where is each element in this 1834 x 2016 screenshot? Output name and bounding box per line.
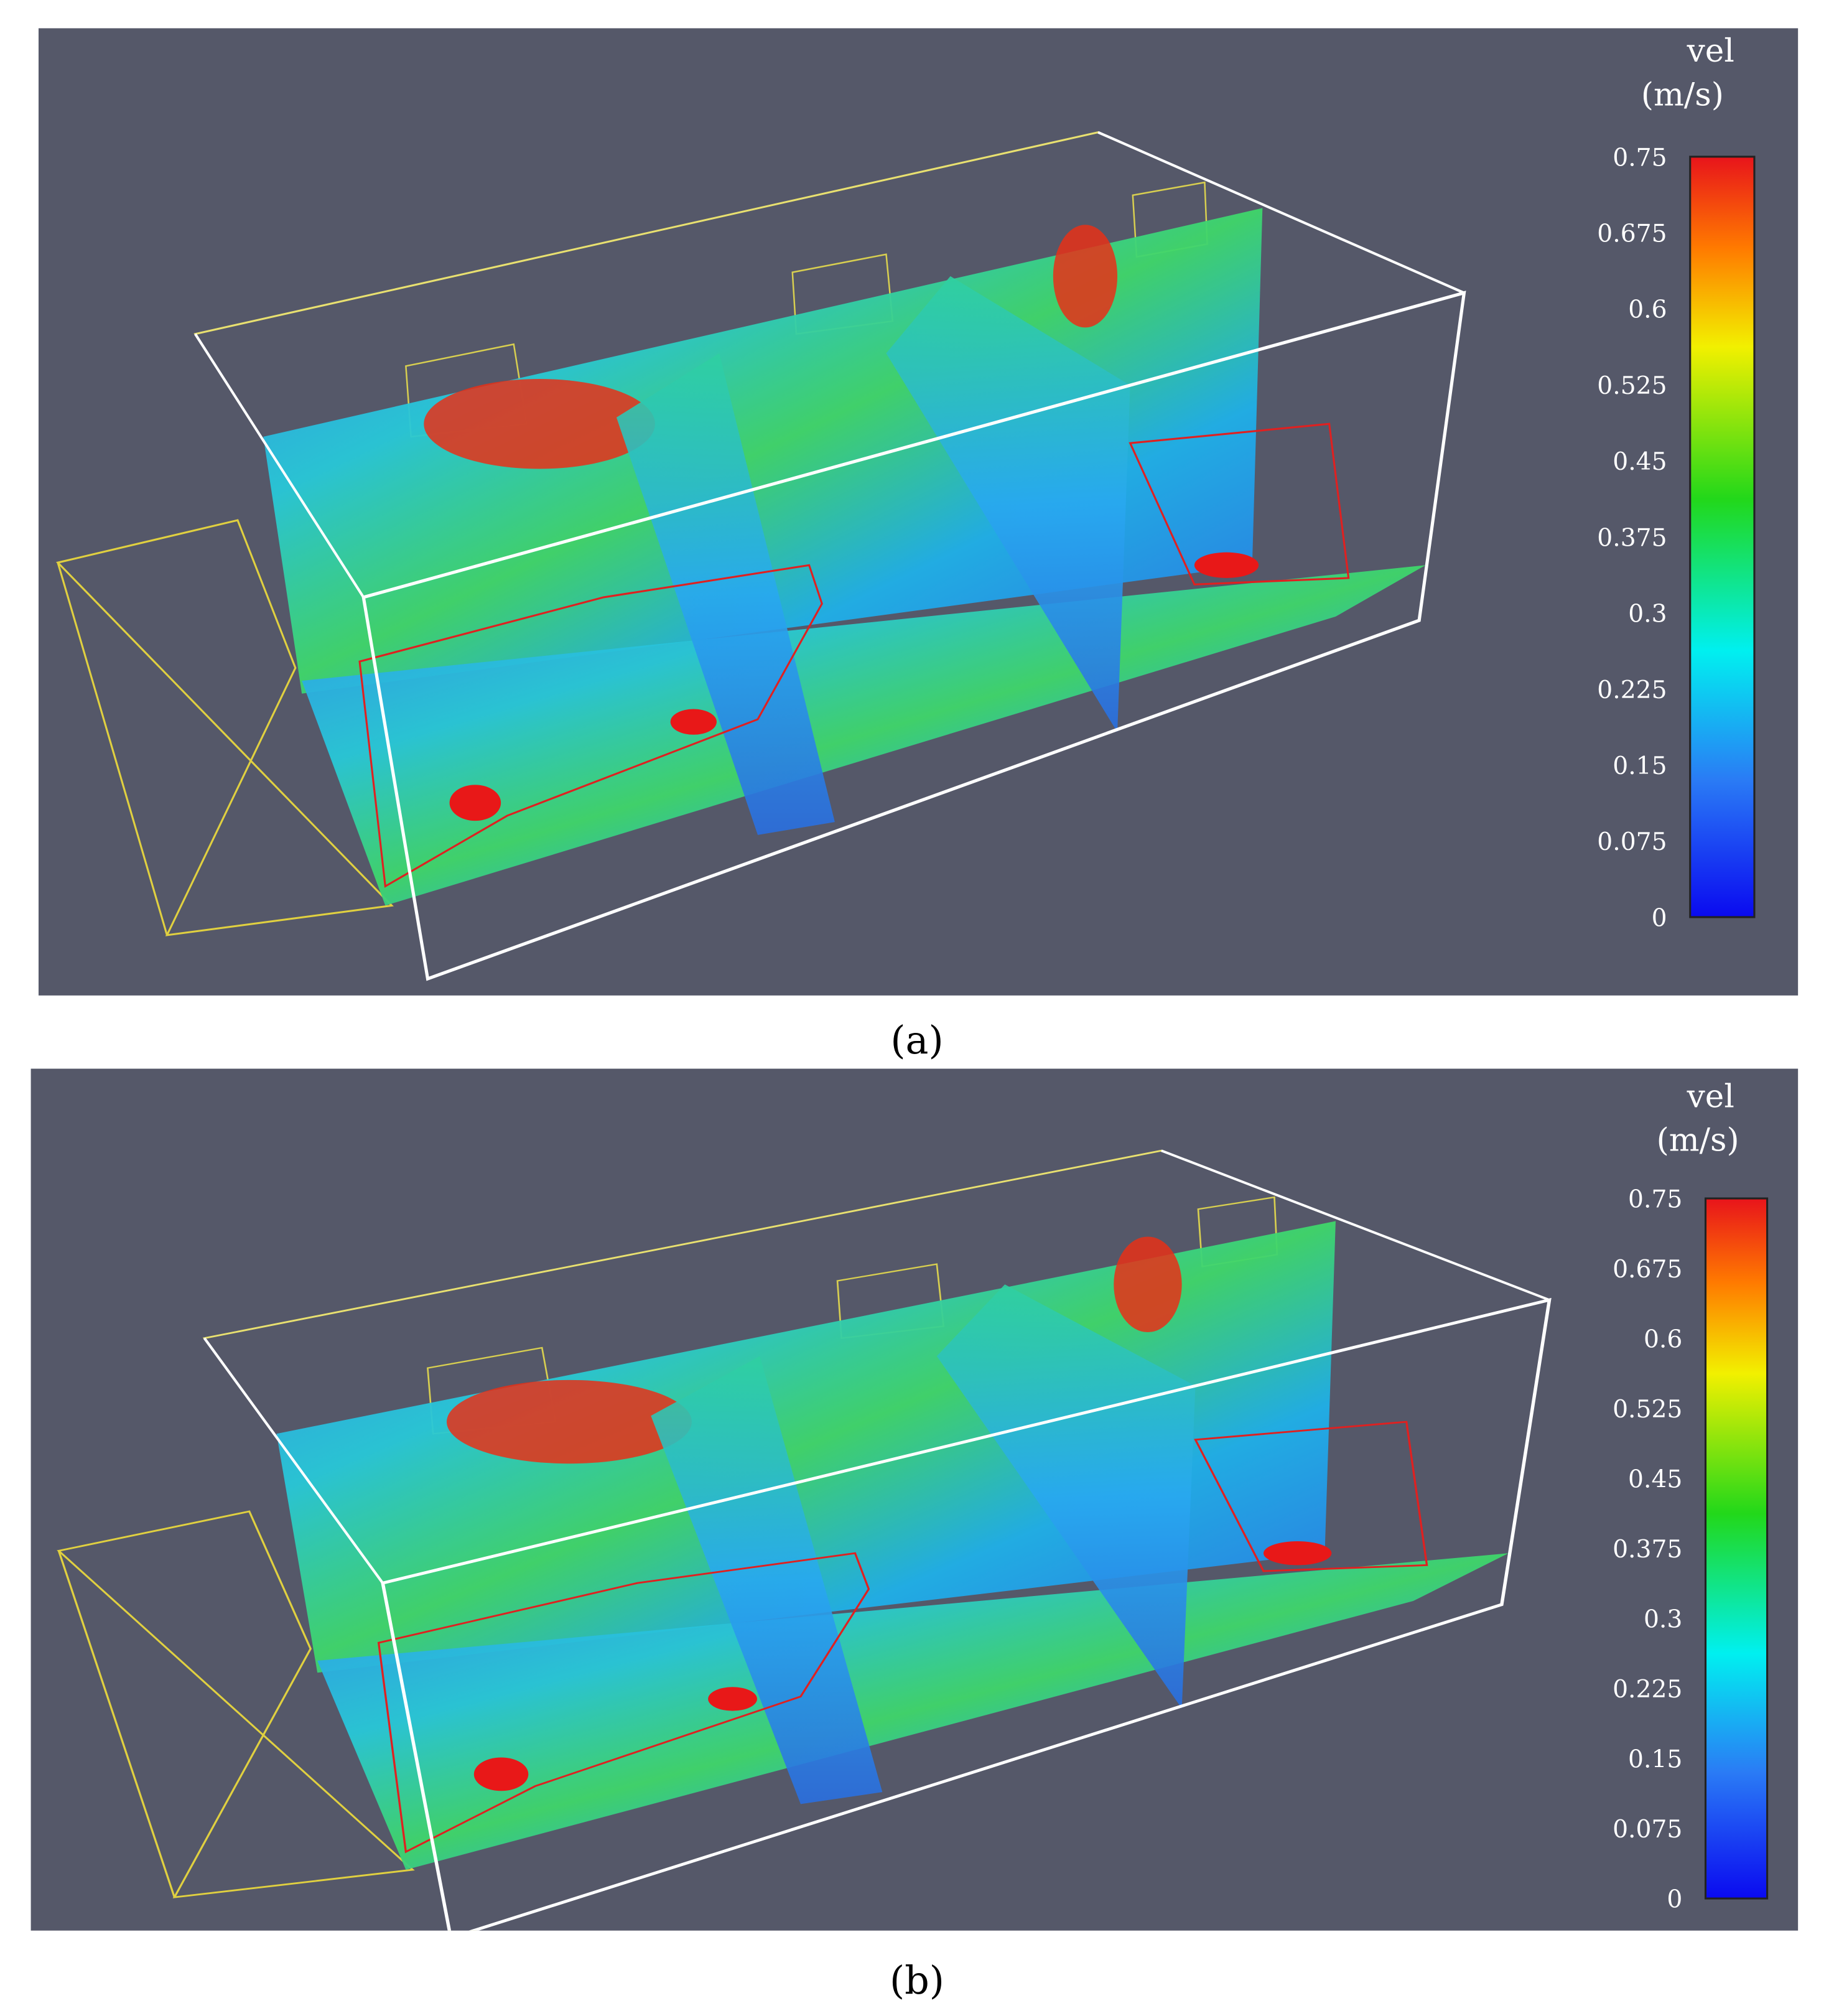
colorbar: [1704, 1197, 1769, 1900]
colorbar-tick-label: 0: [1652, 904, 1667, 932]
colorbar-tick-label: 0.3: [1628, 600, 1667, 628]
outline: [57, 1550, 175, 1898]
colorbar-tick-label: 0.675: [1597, 220, 1667, 248]
colorbar-tick-label: 0.525: [1597, 372, 1667, 400]
colorbar-tick-label: 0.45: [1628, 1466, 1682, 1494]
cross-slice: [616, 353, 835, 835]
scene: [57, 1149, 1552, 1931]
colorbar-tick-label: 0.675: [1613, 1256, 1682, 1284]
high-zone: [424, 378, 655, 469]
cross-slice: [886, 276, 1130, 732]
caption: (b): [890, 1958, 944, 2003]
floor-slice: [317, 1553, 1509, 1870]
box-front: [361, 291, 1466, 981]
box-edge: [1097, 131, 1465, 294]
colorbar-title: vel: [1687, 32, 1734, 70]
colorbar-unit: (m/s): [1657, 1122, 1739, 1159]
frame: [358, 564, 823, 888]
high-zone: [449, 785, 501, 821]
panel: vel (m/s) 0.75 0.675 0.6 0.525 0.45 0.375 0.3 0.2…: [30, 1068, 1799, 1931]
colorbar-tick-label: 0.375: [1613, 1536, 1682, 1564]
scene-clip: [55, 131, 1466, 981]
colorbar-tick-label: 0.75: [1628, 1185, 1682, 1213]
high-zone: [1053, 225, 1118, 328]
high-zone: [1263, 1541, 1332, 1566]
cross-slice: [936, 1284, 1196, 1709]
caption: (a): [890, 1018, 943, 1063]
colorbar-tick-label: 0.45: [1613, 448, 1667, 476]
box-edge: [203, 1337, 384, 1584]
frame: [1129, 422, 1350, 586]
frame: [1194, 1421, 1428, 1572]
cross-slice: [651, 1356, 883, 1804]
floor-slice: [302, 565, 1426, 906]
colorbar-tick-label: 0.75: [1613, 144, 1667, 172]
colorbar-tick-label: 0.6: [1628, 296, 1667, 324]
outline: [55, 519, 394, 936]
frame: [377, 1552, 870, 1854]
colorbar-tick-label: 0: [1667, 1886, 1682, 1914]
outline: [57, 1510, 415, 1898]
colorbar-unit: (m/s): [1641, 76, 1724, 113]
high-zone: [708, 1687, 757, 1711]
colorbar-tick-label: 0.075: [1597, 828, 1667, 856]
scene-clip: [57, 1149, 1552, 1931]
colorbar-tick-label: 0.15: [1613, 752, 1667, 780]
colorbar: [1689, 156, 1756, 918]
box-front: [381, 1297, 1552, 1931]
colorbar-tick-label: 0.3: [1644, 1606, 1682, 1634]
outline: [57, 562, 168, 936]
high-zone: [1194, 552, 1259, 578]
colorbar-tick-label: 0.225: [1597, 676, 1667, 704]
high-zone: [447, 1379, 692, 1464]
high-zone: [1114, 1236, 1182, 1333]
high-zone: [473, 1757, 529, 1791]
colorbar-tick-label: 0.6: [1644, 1326, 1682, 1354]
colorbar-tick-label: 0.075: [1613, 1816, 1682, 1844]
box-edge: [194, 333, 365, 599]
scene: [55, 131, 1466, 981]
high-zone: [670, 709, 717, 735]
panel: vel (m/s) 0.75 0.675 0.6 0.525 0.45 0.375 0.3 0.2…: [38, 28, 1799, 996]
colorbar-tick-label: 0.225: [1613, 1676, 1682, 1704]
colorbar-title: vel: [1687, 1078, 1734, 1115]
colorbar-tick-label: 0.15: [1628, 1746, 1682, 1774]
colorbar-tick-label: 0.375: [1597, 524, 1667, 552]
colorbar-tick-label: 0.525: [1613, 1396, 1682, 1424]
